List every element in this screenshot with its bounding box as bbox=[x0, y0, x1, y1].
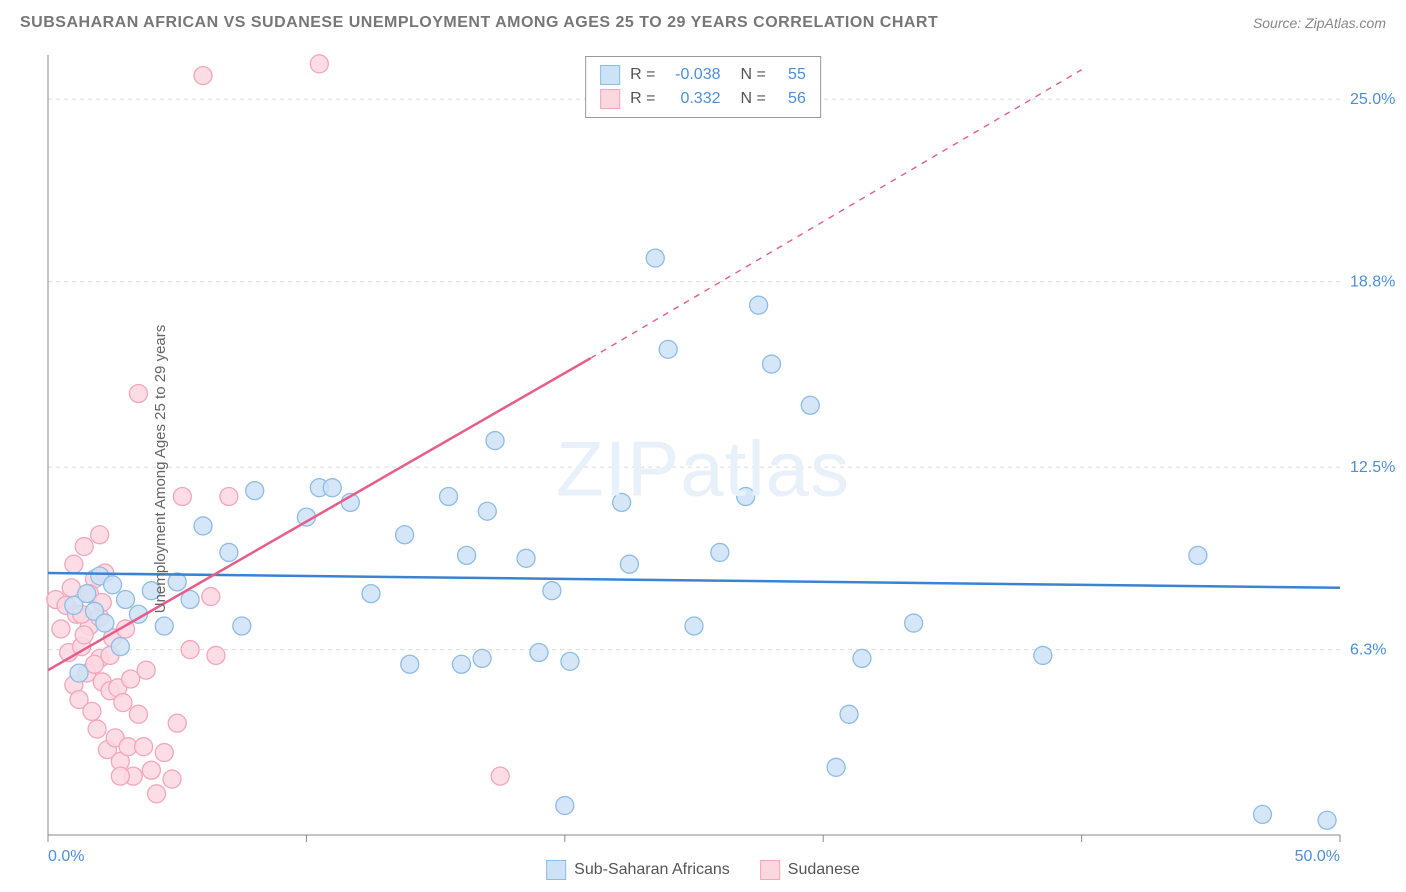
legend: Sub-Saharan Africans Sudanese bbox=[546, 860, 860, 880]
legend-label-pink: Sudanese bbox=[788, 861, 860, 879]
source-attribution: Source: ZipAtlas.com bbox=[1253, 15, 1386, 31]
chart-container: Unemployment Among Ages 25 to 29 years Z… bbox=[0, 45, 1406, 892]
legend-label-blue: Sub-Saharan Africans bbox=[574, 861, 730, 879]
svg-text:0.0%: 0.0% bbox=[48, 848, 84, 865]
n-label: N = bbox=[741, 87, 766, 111]
r-value-blue: -0.038 bbox=[666, 63, 721, 87]
legend-item-pink: Sudanese bbox=[760, 860, 860, 880]
svg-text:12.5%: 12.5% bbox=[1350, 459, 1395, 476]
blue-swatch bbox=[546, 860, 566, 880]
n-value-pink: 56 bbox=[776, 87, 806, 111]
svg-text:25.0%: 25.0% bbox=[1350, 91, 1395, 108]
scatter-chart: 6.3% 12.5% 18.8% 25.0% 0.0% 50.0% bbox=[0, 45, 1406, 892]
r-label: R = bbox=[630, 87, 655, 111]
n-label: N = bbox=[741, 63, 766, 87]
pink-swatch bbox=[600, 89, 620, 109]
correlation-stats-box: R = -0.038 N = 55 R = 0.332 N = 56 bbox=[585, 56, 821, 118]
n-value-blue: 55 bbox=[776, 63, 806, 87]
stats-row-blue: R = -0.038 N = 55 bbox=[600, 63, 806, 87]
svg-text:50.0%: 50.0% bbox=[1295, 848, 1340, 865]
y-axis-label: Unemployment Among Ages 25 to 29 years bbox=[152, 324, 169, 613]
svg-text:6.3%: 6.3% bbox=[1350, 642, 1386, 659]
chart-title: SUBSAHARAN AFRICAN VS SUDANESE UNEMPLOYM… bbox=[20, 14, 938, 32]
r-label: R = bbox=[630, 63, 655, 87]
svg-text:18.8%: 18.8% bbox=[1350, 274, 1395, 291]
stats-row-pink: R = 0.332 N = 56 bbox=[600, 87, 806, 111]
pink-swatch bbox=[760, 860, 780, 880]
r-value-pink: 0.332 bbox=[666, 87, 721, 111]
chart-header: SUBSAHARAN AFRICAN VS SUDANESE UNEMPLOYM… bbox=[0, 0, 1406, 45]
blue-swatch bbox=[600, 65, 620, 85]
legend-item-blue: Sub-Saharan Africans bbox=[546, 860, 730, 880]
